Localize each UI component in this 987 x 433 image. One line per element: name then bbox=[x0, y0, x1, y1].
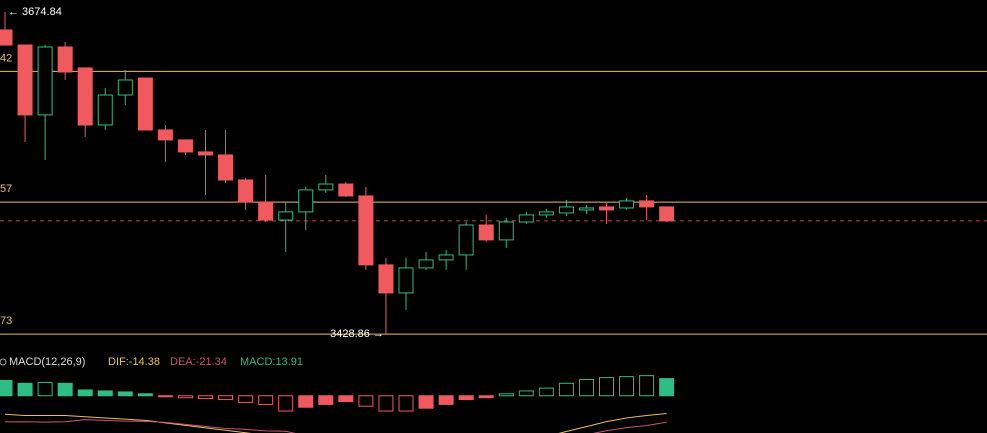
candle-body bbox=[358, 195, 374, 266]
level-label: 42 bbox=[0, 52, 12, 64]
level-label: 57 bbox=[0, 183, 12, 195]
macd-bar bbox=[518, 390, 534, 397]
candle-body bbox=[278, 211, 294, 221]
candle-body bbox=[538, 211, 554, 216]
macd-bar bbox=[258, 395, 274, 405]
macd-bar bbox=[659, 378, 675, 397]
macd-bar bbox=[298, 395, 314, 408]
candle-body bbox=[619, 200, 635, 209]
candle-body bbox=[298, 189, 314, 213]
macd-bar bbox=[358, 395, 374, 407]
candle-body bbox=[97, 94, 113, 126]
macd-bar bbox=[37, 381, 53, 397]
candle-body bbox=[659, 206, 675, 222]
candle-body bbox=[137, 77, 153, 131]
macd-bar bbox=[77, 389, 93, 397]
dea-label: DEA:-21.34 bbox=[170, 356, 227, 368]
macd-bar bbox=[278, 395, 294, 412]
macd-bar bbox=[639, 375, 655, 397]
macd-bar bbox=[538, 387, 554, 397]
macd-bar bbox=[599, 377, 614, 397]
candle-body bbox=[558, 206, 574, 214]
macd-bar bbox=[378, 395, 394, 412]
indicator-icon bbox=[0, 358, 7, 366]
dif-label: DIF:-14.38 bbox=[108, 356, 160, 368]
candle-body bbox=[37, 46, 53, 116]
macd-bar bbox=[478, 395, 494, 399]
macd-label: MACD:13.91 bbox=[240, 356, 303, 368]
candle-body bbox=[117, 79, 133, 96]
macd-bar bbox=[438, 395, 454, 405]
high-annotation: ← 3674.84 bbox=[8, 6, 62, 18]
macd-bar bbox=[238, 395, 254, 403]
macd-bar bbox=[558, 382, 574, 397]
candle-body bbox=[17, 44, 33, 116]
macd-bar bbox=[398, 395, 414, 412]
macd-bar bbox=[117, 391, 133, 397]
macd-bar bbox=[619, 376, 635, 397]
candle-body bbox=[157, 129, 173, 141]
candle-body bbox=[578, 207, 594, 211]
macd-bar bbox=[218, 395, 234, 401]
candle-body bbox=[478, 224, 494, 241]
candle-body bbox=[498, 221, 514, 241]
candle-body bbox=[398, 267, 414, 294]
candle-body bbox=[639, 200, 655, 208]
macd-bar bbox=[498, 393, 514, 397]
macd-bar bbox=[418, 395, 434, 409]
macd-bar bbox=[0, 379, 13, 397]
macd-bar bbox=[57, 382, 73, 397]
candle-body bbox=[338, 183, 354, 197]
candle-body bbox=[318, 183, 334, 191]
macd-bar bbox=[17, 382, 33, 397]
candle-body bbox=[57, 46, 73, 73]
macd-bar bbox=[458, 395, 474, 401]
macd-title: MACD(12,26,9) bbox=[9, 356, 85, 368]
macd-bar bbox=[318, 395, 334, 405]
candle-body bbox=[458, 224, 474, 256]
candle-body bbox=[198, 151, 213, 156]
candle-body bbox=[418, 259, 434, 269]
candle-body bbox=[258, 201, 274, 221]
candle-body bbox=[0, 29, 13, 46]
macd-bar bbox=[137, 393, 153, 397]
candle-body bbox=[438, 254, 454, 261]
candle-body bbox=[378, 264, 394, 294]
candle-body bbox=[218, 154, 234, 181]
candle-body bbox=[518, 214, 534, 223]
dif-line bbox=[4, 412, 667, 433]
macd-bar bbox=[578, 378, 594, 397]
dea-line bbox=[4, 419, 667, 433]
low-annotation: 3428.86 → bbox=[330, 328, 384, 340]
macd-bar bbox=[177, 395, 193, 399]
macd-bar bbox=[97, 390, 113, 397]
macd-bar bbox=[338, 395, 354, 403]
level-label: 73 bbox=[0, 315, 12, 327]
candle-body bbox=[77, 67, 93, 126]
candle-body bbox=[599, 206, 614, 211]
macd-lines bbox=[4, 412, 667, 433]
candle-body bbox=[177, 139, 193, 153]
macd-bar bbox=[198, 395, 213, 400]
candle-body bbox=[238, 179, 254, 203]
macd-bar bbox=[157, 395, 173, 398]
